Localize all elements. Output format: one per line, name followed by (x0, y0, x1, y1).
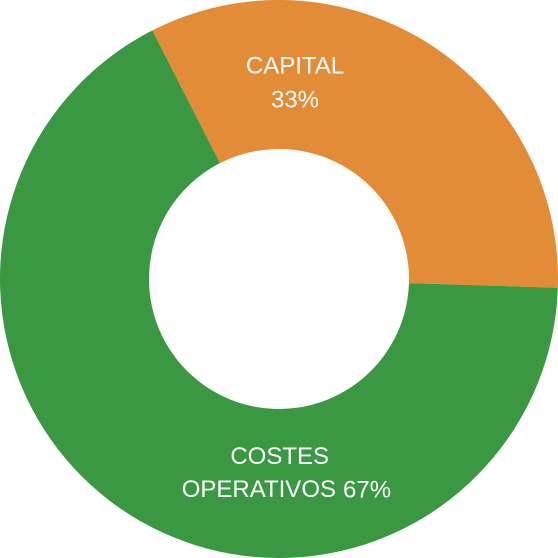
donut-slice (152, 0, 558, 288)
value-label: 67% (343, 476, 391, 503)
category-label: COSTES OPERATIVOS (182, 443, 336, 503)
category-label: CAPITAL (246, 52, 344, 79)
donut-slice (0, 30, 558, 558)
value-label: 33% (271, 86, 319, 113)
